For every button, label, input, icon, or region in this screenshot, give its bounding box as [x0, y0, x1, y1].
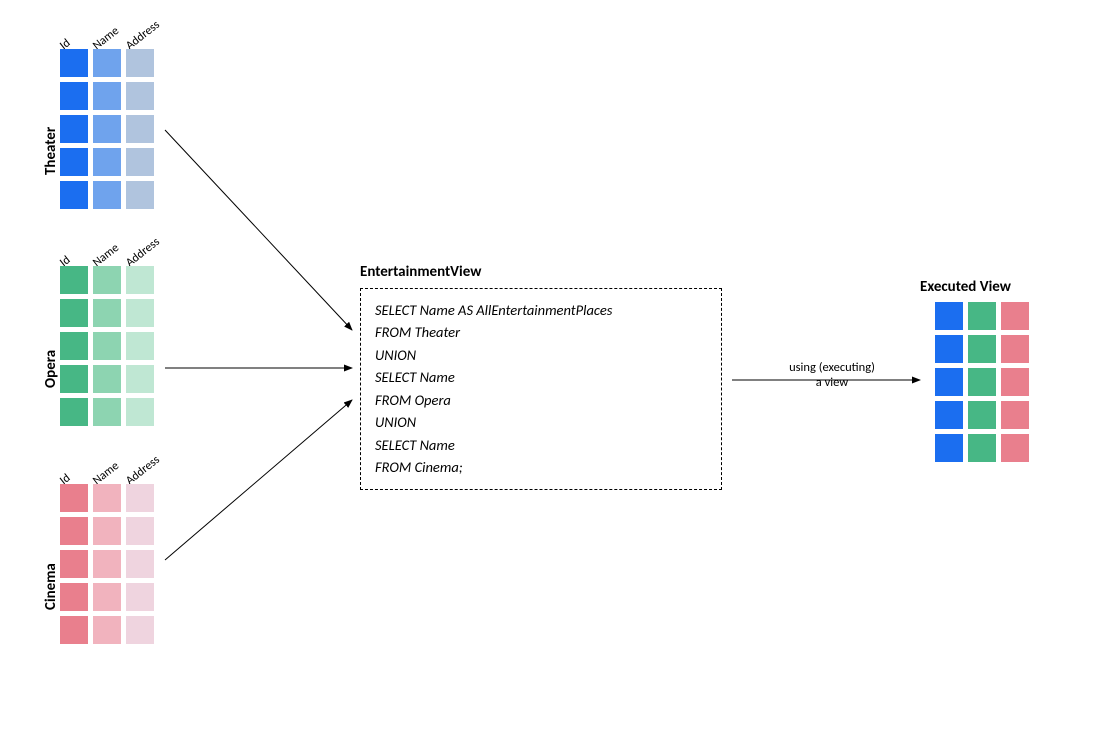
table-cell: [126, 583, 154, 611]
table-cell: [60, 550, 88, 578]
executed-cell: [1001, 335, 1029, 363]
sql-line: SELECT Name: [375, 366, 707, 388]
table-cell: [126, 181, 154, 209]
table-cell: [60, 517, 88, 545]
table-cell: [60, 299, 88, 327]
table-cell: [93, 583, 121, 611]
table-cell: [60, 398, 88, 426]
executed-cell: [968, 368, 996, 396]
edge-label: using (executing) a view: [772, 360, 892, 390]
table-cell: [60, 49, 88, 77]
sql-line: UNION: [375, 344, 707, 366]
executed-cell: [935, 434, 963, 462]
table-cell: [126, 484, 154, 512]
sql-view-box: SELECT Name AS AllEntertainmentPlacesFRO…: [360, 288, 722, 490]
edge-label-line1: using (executing): [772, 360, 892, 375]
sql-line: SELECT Name: [375, 434, 707, 456]
executed-cell: [968, 335, 996, 363]
table-cell: [126, 82, 154, 110]
table-cell: [126, 365, 154, 393]
executed-view-grid: [935, 302, 1029, 462]
table-cell: [126, 299, 154, 327]
executed-cell: [968, 401, 996, 429]
sql-line: FROM Theater: [375, 321, 707, 343]
table-cell: [126, 332, 154, 360]
table-cell: [126, 148, 154, 176]
table-cell: [93, 181, 121, 209]
table-cell: [93, 484, 121, 512]
executed-cell: [935, 368, 963, 396]
table-cell: [126, 616, 154, 644]
table-cell: [93, 517, 121, 545]
column-header: Address: [123, 235, 162, 270]
table-cell: [93, 49, 121, 77]
executed-cell: [968, 434, 996, 462]
column-header: Address: [123, 453, 162, 488]
table-cell: [60, 616, 88, 644]
table-cell: [60, 332, 88, 360]
executed-cell: [935, 335, 963, 363]
table-cell: [93, 365, 121, 393]
table-cell: [93, 148, 121, 176]
table-cell: [60, 82, 88, 110]
table-cell: [60, 484, 88, 512]
table-cell: [60, 148, 88, 176]
sql-line: FROM Cinema;: [375, 456, 707, 478]
edge-label-line2: a view: [772, 375, 892, 390]
table-cell: [126, 398, 154, 426]
executed-cell: [935, 401, 963, 429]
sql-line: SELECT Name AS AllEntertainmentPlaces: [375, 299, 707, 321]
table-cell: [60, 181, 88, 209]
table-cell: [60, 115, 88, 143]
executed-cell: [1001, 401, 1029, 429]
table-cell: [126, 49, 154, 77]
table-cell: [93, 115, 121, 143]
executed-cell: [935, 302, 963, 330]
table-cell: [60, 583, 88, 611]
column-header: Address: [123, 18, 162, 53]
table-cell: [126, 266, 154, 294]
table-cell: [93, 332, 121, 360]
table-label: Cinema: [42, 563, 60, 610]
table-cell: [60, 365, 88, 393]
executed-cell: [1001, 434, 1029, 462]
table-cell: [93, 299, 121, 327]
executed-cell: [1001, 302, 1029, 330]
table-cell: [93, 398, 121, 426]
table-cell: [126, 517, 154, 545]
table-cell: [126, 115, 154, 143]
table-cell: [93, 266, 121, 294]
executed-cell: [1001, 368, 1029, 396]
table-cell: [93, 550, 121, 578]
view-title: EntertainmentView: [360, 263, 481, 281]
table-cell: [126, 550, 154, 578]
sql-line: FROM Opera: [375, 389, 707, 411]
table-cell: [60, 266, 88, 294]
sql-line: UNION: [375, 411, 707, 433]
table-label: Opera: [42, 350, 60, 388]
table-cell: [93, 616, 121, 644]
table-cell: [93, 82, 121, 110]
table-label: Theater: [42, 127, 60, 175]
executed-view-title: Executed View: [920, 278, 1011, 296]
executed-cell: [968, 302, 996, 330]
